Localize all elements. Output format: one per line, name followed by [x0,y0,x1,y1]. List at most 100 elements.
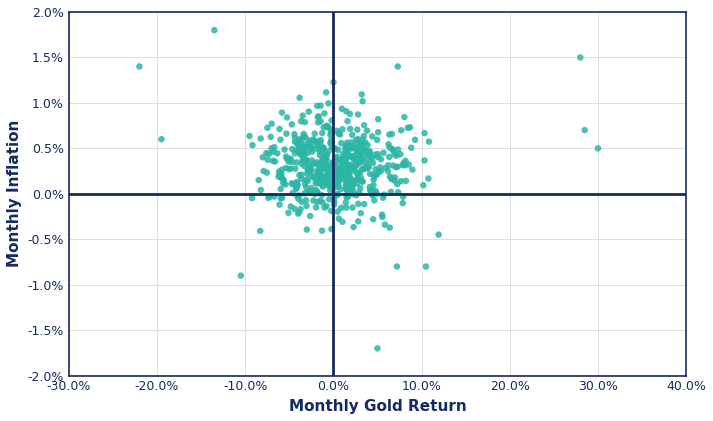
Point [365,187,376,194]
Point [341,194,352,201]
Point [339,155,350,161]
Point [353,200,364,207]
Point [292,210,304,217]
Point [355,174,366,181]
Point [247,142,258,149]
Point [296,160,307,167]
Point [337,126,348,133]
Point [348,155,359,161]
Point [424,139,435,145]
Point [330,163,342,170]
Point [319,159,331,165]
Point [264,194,275,200]
Point [354,185,366,192]
Point [352,111,364,118]
Point [363,164,374,171]
Point [312,176,324,183]
Point [329,160,341,167]
Point [394,151,406,157]
Point [334,166,346,173]
Point [322,151,333,158]
Point [397,193,409,200]
Point [347,204,358,211]
Point [341,187,352,193]
Point [352,170,364,176]
Point [387,162,399,169]
Point [340,146,352,152]
Point [326,226,337,232]
Point [366,133,378,140]
Point [391,181,403,187]
Point [356,166,368,173]
Point [344,163,356,170]
Point [354,168,366,175]
Point [255,187,267,193]
Point [324,196,335,203]
Point [332,191,343,198]
Point [392,146,404,153]
Point [343,166,354,173]
Point [292,147,303,154]
Point [357,165,369,172]
Point [315,167,327,174]
Point [306,145,317,152]
Point [348,224,359,230]
Point [276,174,287,181]
Point [397,162,409,168]
Point [359,165,371,172]
Point [418,182,429,189]
Point [322,181,334,188]
Point [295,176,307,182]
Point [336,205,347,211]
Point [265,133,277,140]
Point [314,149,325,155]
Point [302,171,313,177]
Point [352,136,364,143]
Point [280,153,292,160]
Point [321,123,332,129]
Point [307,136,319,143]
Point [310,180,322,187]
Point [354,189,365,196]
Point [318,154,329,161]
Point [391,263,403,270]
Point [357,98,369,104]
Point [309,191,321,197]
Point [294,147,306,153]
Point [340,199,352,206]
Point [299,119,311,125]
Point [359,122,370,128]
Point [334,131,346,138]
Point [337,157,349,164]
Point [299,181,311,187]
Point [339,168,350,175]
Point [328,159,339,166]
Point [375,168,386,174]
Point [332,191,344,198]
Point [342,193,354,200]
Point [297,152,309,158]
Point [332,153,343,160]
Point [293,145,304,152]
Point [366,154,378,161]
Point [350,162,361,169]
Point [325,129,337,136]
Point [304,213,316,219]
Point [373,169,384,176]
Point [323,100,334,107]
Point [209,27,220,34]
Point [326,179,337,185]
Point [272,150,283,157]
Point [329,156,341,163]
Point [287,159,298,165]
Point [296,198,307,205]
Point [348,155,359,162]
Point [327,165,338,171]
Point [295,206,307,213]
Point [359,201,370,208]
Point [302,177,314,184]
Point [336,140,347,147]
Point [384,173,396,180]
Point [300,157,312,163]
Point [291,184,302,191]
